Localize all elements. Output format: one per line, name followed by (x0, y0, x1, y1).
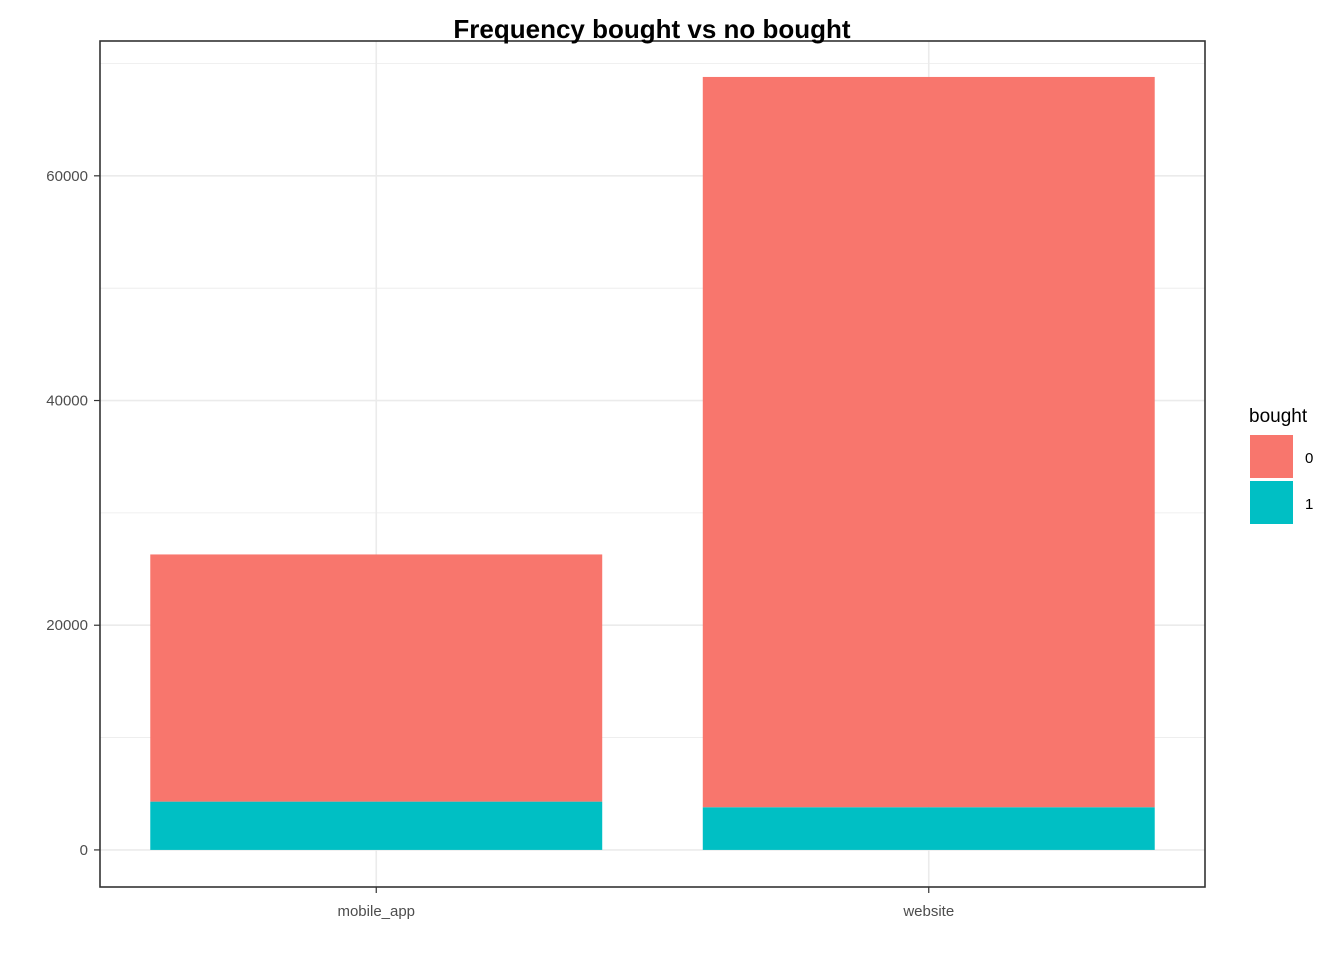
axes-layer: 0 20000 40000 60000 mobile_app website (46, 168, 954, 920)
legend-label: 1 (1305, 496, 1313, 513)
y-tick-label: 20000 (46, 617, 88, 634)
x-tick-label: mobile_app (337, 903, 415, 920)
legend-title: bought (1249, 406, 1308, 427)
y-tick-label: 60000 (46, 168, 88, 185)
bar-website-bought-0 (702, 76, 1155, 808)
legend-key-0 (1250, 435, 1293, 478)
bar-mobile_app-bought-1 (150, 801, 603, 850)
bar-website-bought-1 (702, 807, 1155, 850)
bar-mobile_app-bought-0 (150, 554, 603, 802)
panel-border (99, 40, 1206, 888)
bars-layer (150, 76, 1155, 850)
legend: bought 0 1 (1249, 406, 1313, 524)
y-tick-label: 40000 (46, 393, 88, 410)
legend-label: 0 (1305, 450, 1313, 467)
legend-key-1 (1250, 481, 1293, 524)
x-tick-label: website (902, 903, 954, 920)
y-tick-label: 0 (80, 842, 88, 859)
chart-title: Frequency bought vs no bought (453, 14, 851, 44)
